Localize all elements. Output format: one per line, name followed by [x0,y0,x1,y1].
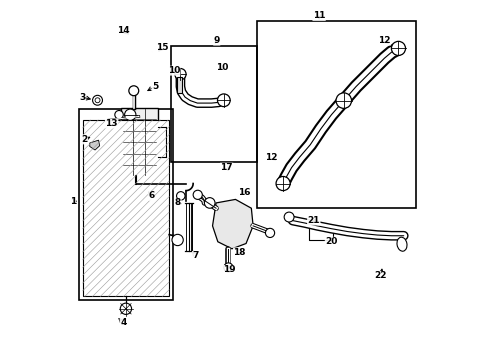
Circle shape [95,98,100,103]
Bar [177,77,182,93]
Circle shape [175,68,186,80]
Circle shape [172,234,183,246]
Circle shape [284,212,294,222]
Text: 16: 16 [238,188,250,197]
Text: 13: 13 [105,119,118,128]
Text: 10: 10 [168,66,180,75]
Circle shape [276,176,290,190]
Circle shape [224,263,233,272]
Text: 15: 15 [156,43,169,52]
Text: 6: 6 [148,192,155,201]
Text: 3: 3 [79,93,85,102]
Text: 12: 12 [378,36,391,45]
Text: 11: 11 [313,12,325,21]
Bar [83,120,169,296]
Circle shape [93,95,102,105]
Text: 10: 10 [216,63,228,72]
Circle shape [129,86,139,96]
Text: 21: 21 [308,216,320,225]
Text: 17: 17 [220,163,233,172]
Circle shape [218,94,230,107]
Circle shape [193,190,202,199]
Circle shape [204,198,215,208]
Text: 5: 5 [152,82,158,91]
Text: 22: 22 [374,271,387,280]
Bar [171,46,257,162]
Text: 20: 20 [325,237,338,246]
Text: 14: 14 [117,26,129,35]
Text: 7: 7 [193,251,199,260]
Bar [79,109,172,300]
Text: 1: 1 [70,197,76,206]
Circle shape [392,41,406,55]
Text: 12: 12 [265,153,278,162]
Polygon shape [213,199,253,249]
Circle shape [336,93,351,108]
Text: 4: 4 [120,318,126,327]
Bar [257,21,416,208]
Text: 18: 18 [233,248,246,257]
Text: 2: 2 [81,135,88,144]
Circle shape [266,228,274,238]
Circle shape [124,109,136,120]
Ellipse shape [397,237,407,251]
Bar [121,108,158,176]
Circle shape [120,303,132,314]
Text: 8: 8 [175,198,181,207]
Text: 19: 19 [223,265,235,274]
Circle shape [176,192,185,200]
Circle shape [115,111,123,119]
Polygon shape [90,140,99,150]
Text: 9: 9 [214,36,220,45]
